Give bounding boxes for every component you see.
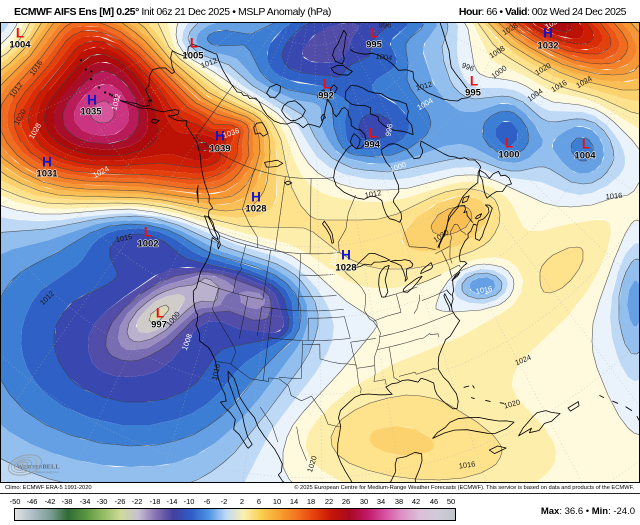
svg-text:1012: 1012 [415,79,433,92]
svg-text:995: 995 [366,40,383,51]
svg-text:Meteorology LLC: Meteorology LLC [36,470,59,474]
svg-text:996: 996 [379,22,392,30]
svg-text:1024: 1024 [327,249,340,267]
svg-text:L: L [16,26,24,41]
svg-text:996: 996 [383,123,394,137]
svg-text:1031: 1031 [36,169,58,180]
svg-text:H: H [251,190,261,205]
svg-text:1016: 1016 [458,459,476,470]
svg-text:997: 997 [151,320,167,331]
svg-text:1039: 1039 [209,144,230,155]
svg-text:1028: 1028 [335,263,356,274]
svg-text:H: H [341,248,351,263]
svg-text:L: L [156,306,164,321]
svg-text:1012: 1012 [364,188,382,200]
svg-text:1032: 1032 [537,41,558,52]
svg-text:L: L [470,74,478,89]
svg-text:1035: 1035 [80,107,102,118]
svg-text:L: L [370,26,378,41]
svg-text:1004: 1004 [574,151,596,162]
svg-text:1004: 1004 [9,40,31,51]
svg-text:H: H [215,129,225,144]
svg-text:1032: 1032 [109,93,122,111]
svg-text:L: L [505,136,513,151]
svg-text:1016: 1016 [210,363,222,381]
svg-text:1004: 1004 [375,51,393,62]
svg-text:H: H [87,93,97,108]
svg-text:1016: 1016 [475,284,493,296]
svg-text:992: 992 [318,91,334,102]
svg-text:1016: 1016 [605,191,622,201]
svg-text:1000: 1000 [498,150,519,161]
svg-text:L: L [144,225,152,240]
svg-text:L: L [190,36,198,51]
svg-text:H: H [543,26,553,41]
svg-text:1024: 1024 [325,268,336,286]
svg-text:1005: 1005 [182,51,204,62]
svg-text:1028: 1028 [245,204,266,215]
svg-text:1016: 1016 [115,232,133,244]
svg-text:1020: 1020 [503,397,521,410]
svg-text:994: 994 [364,140,381,151]
svg-text:1002: 1002 [137,239,158,250]
svg-text:1032: 1032 [544,22,563,31]
svg-text:995: 995 [465,88,482,99]
svg-text:H: H [42,155,52,170]
svg-text:996: 996 [461,61,476,74]
svg-text:L: L [369,126,377,141]
svg-text:WEATHERBELL: WEATHERBELL [17,464,60,471]
svg-text:L: L [582,137,590,152]
svg-text:L: L [323,77,331,92]
